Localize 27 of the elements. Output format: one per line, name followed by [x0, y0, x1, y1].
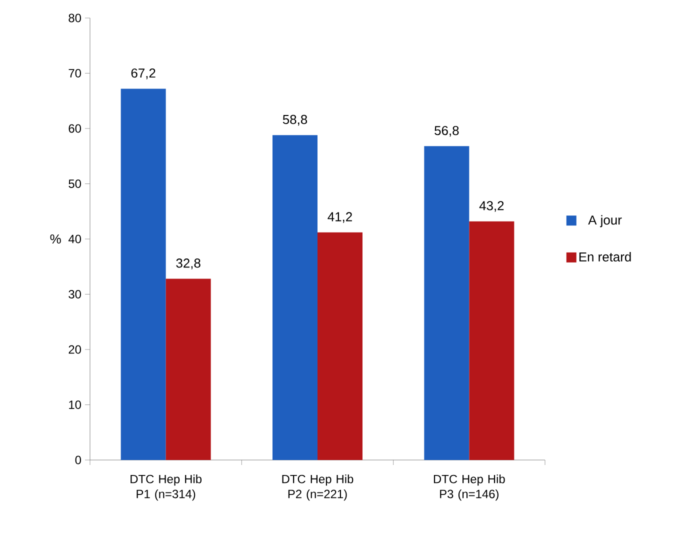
bar: [469, 221, 514, 460]
y-tick-label: 30: [68, 290, 82, 298]
y-tick-label: 80: [68, 14, 82, 22]
x-tick-label: DTC Hep Hib P3 (n=146): [434, 474, 505, 501]
bar: [120, 88, 166, 460]
y-tick-label: 20: [68, 345, 82, 354]
bar: [272, 135, 318, 460]
y-axis-title: %: [50, 234, 61, 244]
y-tick-label: 70: [68, 69, 82, 78]
legend-label: A jour: [588, 215, 622, 228]
y-tick-label: 10: [69, 400, 82, 409]
data-label: 58,8: [282, 114, 308, 126]
bar: [318, 232, 363, 460]
data-label: 43,2: [479, 201, 504, 212]
x-tick-label: DTC Hep Hib P2 (n=221): [282, 474, 354, 501]
x-tick-label: DTC Hep Hib P1 (n=314): [130, 474, 202, 501]
y-tick-label: 60: [68, 124, 82, 133]
data-label: 32,8: [176, 258, 200, 270]
data-label: 67,2: [131, 68, 156, 80]
bar: [166, 278, 211, 460]
y-tick-label: 40: [68, 234, 82, 244]
data-label: 56,8: [434, 126, 459, 137]
y-tick-label: 50: [68, 180, 82, 188]
legend-label: En retard: [579, 252, 631, 262]
y-tick-label: 0: [75, 456, 82, 464]
data-label: 41,2: [328, 212, 352, 223]
bar: [424, 146, 470, 460]
